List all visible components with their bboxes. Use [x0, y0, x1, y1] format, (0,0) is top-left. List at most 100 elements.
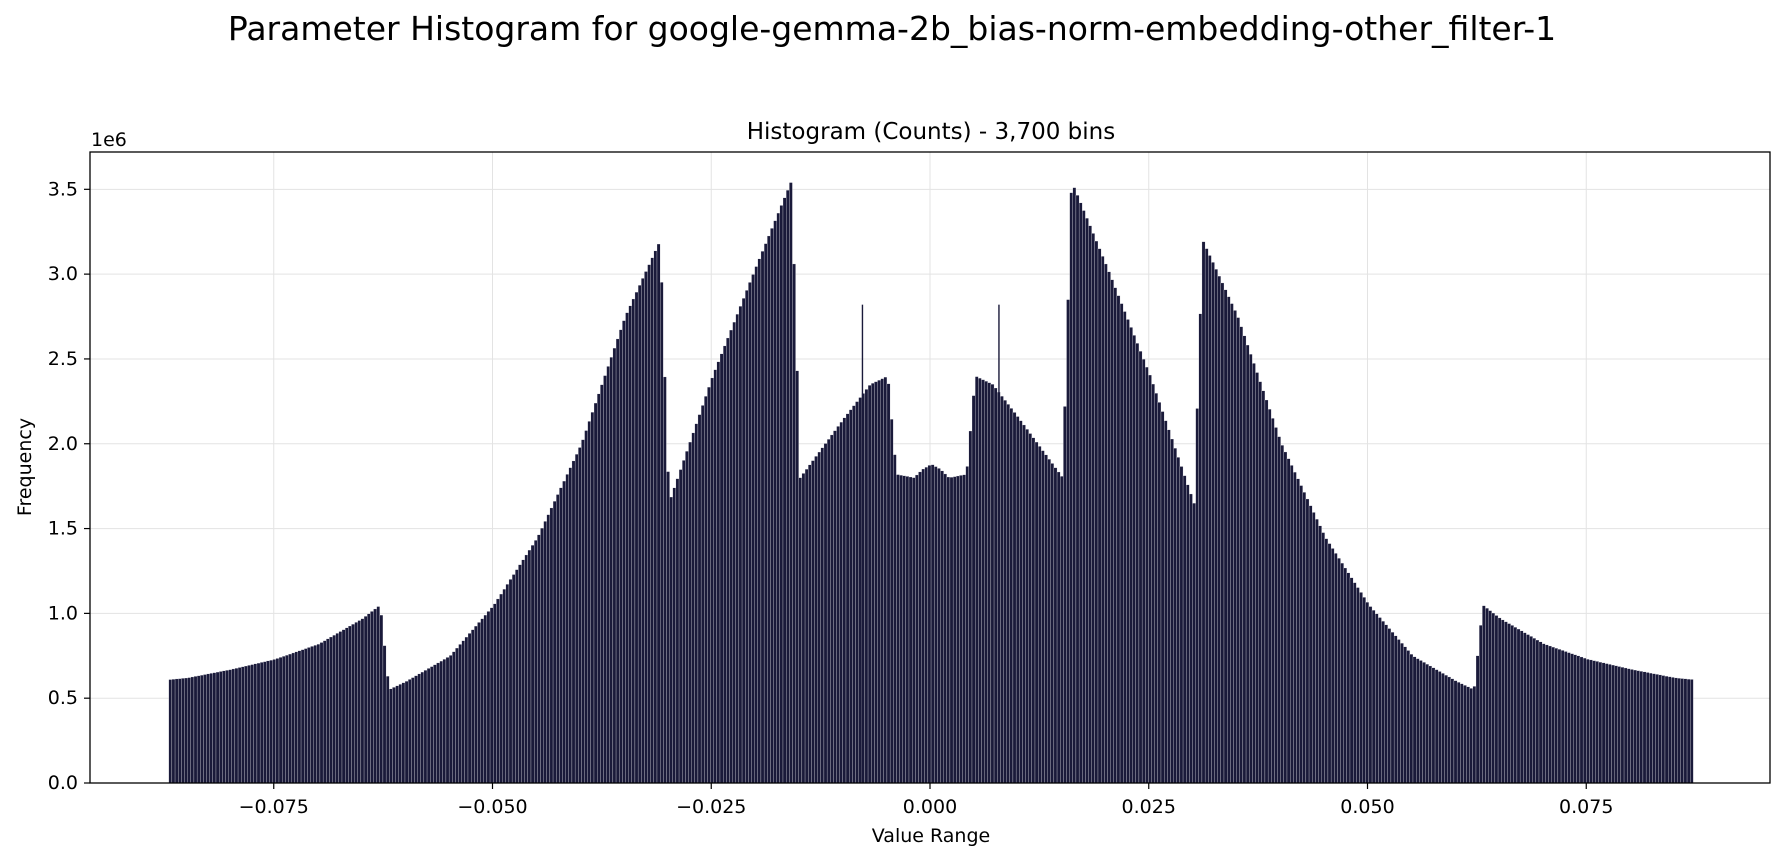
histogram-bar — [171, 679, 176, 784]
histogram-bar — [1649, 672, 1653, 784]
histogram-bar — [1056, 471, 1061, 784]
histogram-bar — [927, 465, 932, 784]
histogram-bar — [622, 320, 626, 784]
histogram-bar — [420, 671, 425, 784]
histogram-bar — [946, 476, 951, 784]
histogram-bar — [1078, 202, 1083, 784]
histogram-bar — [1579, 656, 1584, 784]
histogram-bar — [842, 417, 847, 784]
histogram-bar — [1164, 420, 1168, 784]
histogram-bar — [1564, 651, 1568, 784]
histogram-bar — [1160, 411, 1165, 784]
histogram-bar — [883, 376, 888, 784]
histogram-bar — [675, 478, 680, 784]
histogram-bar — [363, 616, 368, 784]
histogram-bar — [1239, 326, 1244, 784]
histogram-bar — [272, 659, 276, 784]
histogram-bar — [168, 679, 173, 784]
histogram-bar — [1554, 648, 1559, 784]
histogram-bar — [1135, 343, 1140, 784]
histogram-bar — [1419, 660, 1423, 784]
histogram-bar — [1409, 654, 1414, 784]
histogram-bar — [1362, 597, 1366, 784]
histogram-bar — [385, 676, 390, 784]
histogram-bar — [1472, 686, 1477, 784]
histogram-bar — [1138, 351, 1143, 784]
histogram-bar — [1617, 666, 1622, 784]
x-tick-label: 0.075 — [1559, 796, 1613, 818]
histogram-bar — [773, 220, 777, 784]
histogram-bar — [1475, 655, 1480, 784]
histogram-bar — [1393, 635, 1398, 784]
histogram-bar — [729, 329, 733, 784]
histogram-bar — [411, 677, 415, 784]
histogram-bar — [1545, 644, 1549, 784]
histogram-bar — [1101, 256, 1105, 784]
histogram-spike — [861, 304, 864, 783]
histogram-bar — [1063, 406, 1067, 784]
histogram-bar — [798, 477, 803, 784]
histogram-bar — [1346, 572, 1351, 784]
histogram-bar — [612, 347, 617, 784]
histogram-bar — [1003, 400, 1007, 784]
histogram-bar — [1308, 505, 1313, 784]
histogram-bar — [830, 434, 834, 784]
histogram-bar — [1582, 657, 1587, 784]
histogram-bar — [650, 257, 654, 784]
histogram-bar — [634, 291, 639, 784]
histogram-bar — [304, 648, 308, 784]
histogram-bar — [508, 579, 513, 784]
histogram-bar — [1652, 673, 1656, 784]
histogram-bar — [414, 675, 418, 784]
y-tick-label: 1.5 — [48, 518, 78, 540]
histogram-bar — [1444, 674, 1448, 784]
histogram-bar — [1249, 354, 1253, 784]
histogram-bar — [965, 466, 969, 784]
y-tick-label: 1.0 — [48, 602, 78, 624]
histogram-bar — [244, 665, 248, 784]
histogram-bar — [1668, 676, 1672, 784]
histogram-bar — [1438, 671, 1442, 784]
histogram-bar — [1589, 659, 1593, 784]
histogram-bar — [200, 674, 204, 784]
histogram-bar — [1132, 335, 1136, 784]
histogram-bar — [826, 439, 831, 784]
histogram-bar — [1290, 465, 1294, 784]
histogram-bar — [858, 397, 862, 784]
chart-title: Parameter Histogram for google-gemma-2b_… — [228, 9, 1556, 48]
histogram-bar — [713, 369, 717, 784]
histogram-bar — [1384, 624, 1388, 784]
histogram-bar — [319, 642, 324, 784]
histogram-bar — [178, 678, 182, 784]
histogram-bar — [439, 660, 443, 784]
histogram-bar — [1381, 621, 1385, 784]
histogram-bar — [543, 521, 547, 784]
histogram-bar — [902, 475, 906, 784]
x-tick-label: −0.025 — [676, 796, 746, 818]
histogram-bar — [480, 618, 484, 784]
histogram-bar — [1252, 363, 1256, 784]
histogram-bar — [1315, 519, 1319, 784]
histogram-bar — [483, 614, 488, 784]
histogram-bar — [1113, 287, 1118, 784]
histogram-bar — [801, 473, 806, 784]
histogram-bar — [1069, 192, 1073, 784]
histogram-bar — [849, 409, 853, 784]
histogram-bar — [1690, 679, 1694, 784]
histogram-bar — [1390, 632, 1395, 784]
histogram-bar — [1312, 512, 1316, 784]
histogram-bar — [222, 670, 226, 784]
histogram-bar — [1082, 210, 1086, 784]
histogram-bar — [1267, 409, 1272, 784]
histogram-bar — [644, 271, 648, 784]
histogram-bar — [795, 370, 799, 784]
histogram-bar — [685, 451, 689, 784]
histogram-bar — [1015, 416, 1020, 784]
histogram-bar — [1107, 271, 1111, 784]
histogram-bar — [556, 494, 560, 784]
histogram-bar — [256, 662, 261, 784]
histogram-bar — [474, 625, 478, 784]
histogram-bar — [1151, 383, 1155, 784]
histogram-bar — [1576, 655, 1581, 784]
histogram-bar — [174, 678, 179, 784]
